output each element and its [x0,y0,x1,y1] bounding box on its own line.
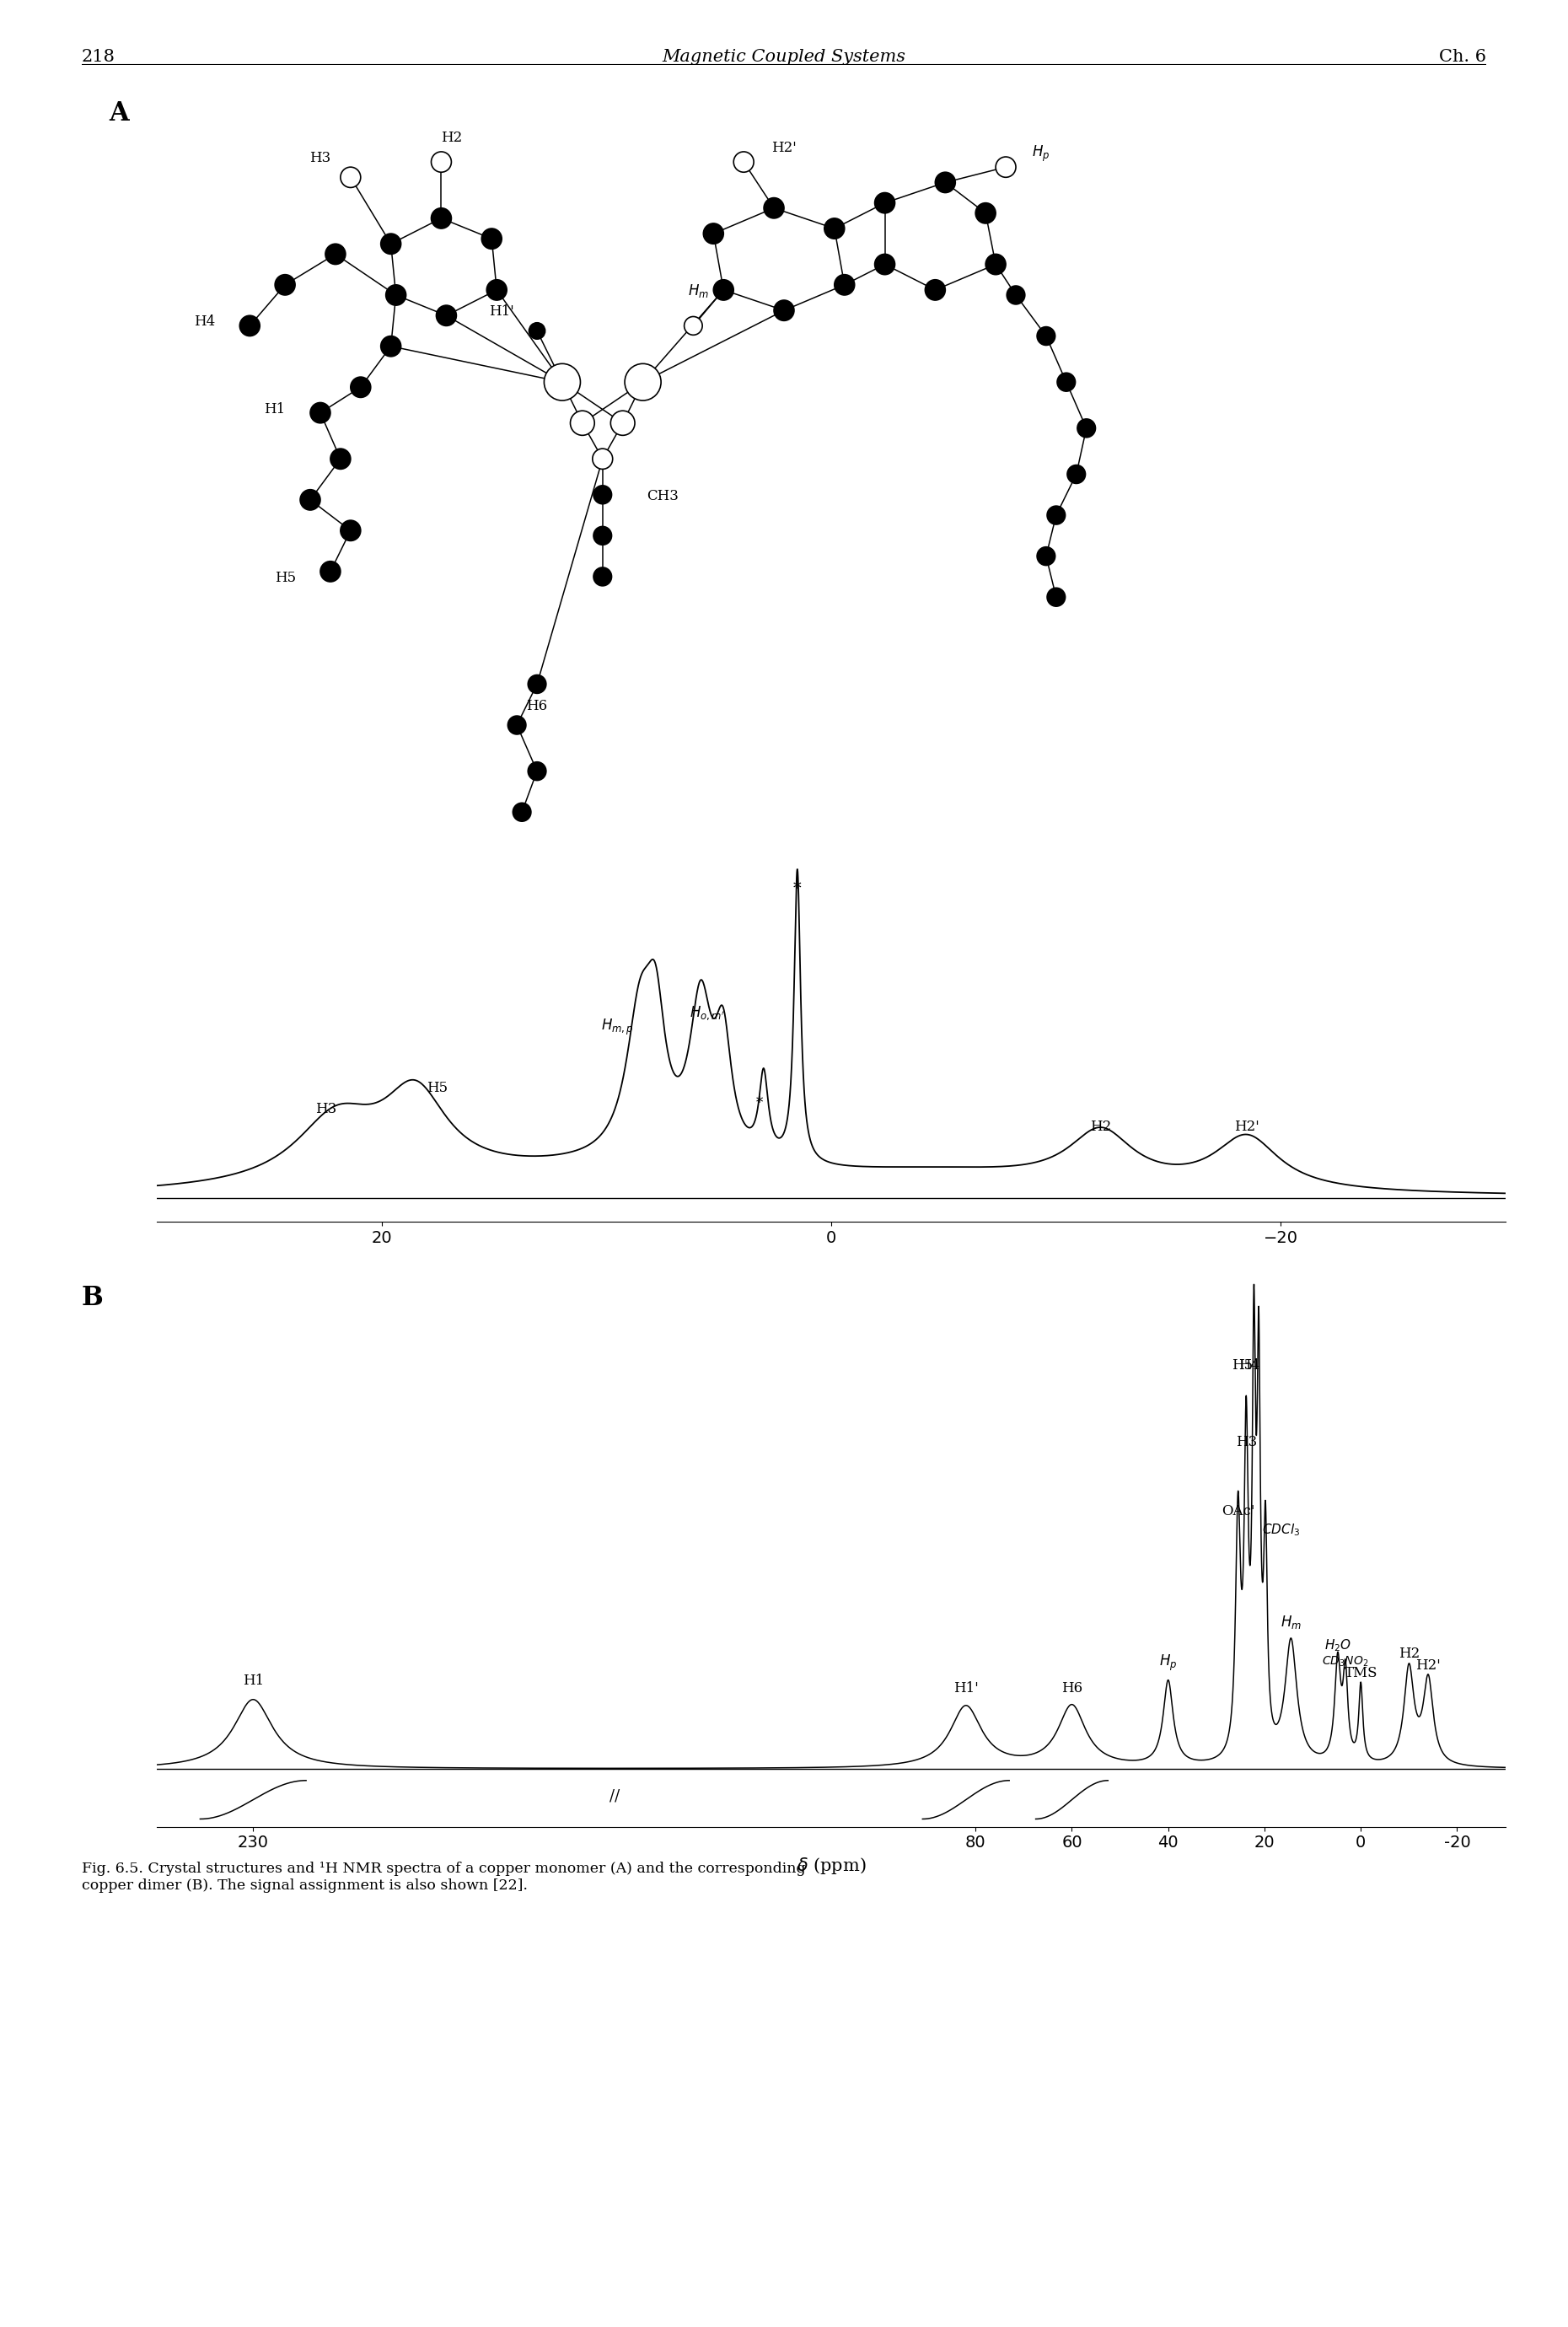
Circle shape [274,275,295,296]
Circle shape [1047,589,1065,607]
Text: Magnetic Coupled Systems: Magnetic Coupled Systems [662,49,906,65]
Circle shape [486,279,506,300]
Circle shape [325,244,345,265]
Circle shape [240,316,260,335]
Text: H4: H4 [1239,1359,1259,1373]
Circle shape [340,168,361,188]
Text: $H_{m,p}$: $H_{m,p}$ [601,1017,633,1038]
Circle shape [593,526,612,545]
Text: H5: H5 [1231,1359,1253,1373]
Circle shape [986,254,1005,275]
Circle shape [1036,547,1055,565]
Text: 218: 218 [82,49,114,65]
Circle shape [386,284,406,305]
Text: H6: H6 [527,698,547,712]
Circle shape [331,449,351,470]
Circle shape [593,449,613,470]
Circle shape [1047,505,1065,524]
Text: H3: H3 [309,151,331,165]
Circle shape [431,207,452,228]
Circle shape [975,202,996,223]
Text: H2: H2 [1399,1648,1419,1661]
Circle shape [996,156,1016,177]
Circle shape [431,151,452,172]
Circle shape [734,151,754,172]
Text: $H_p$: $H_p$ [1159,1652,1178,1673]
Text: H3: H3 [1236,1436,1258,1450]
Text: H2': H2' [771,140,797,156]
Circle shape [1007,286,1025,305]
Circle shape [544,363,580,400]
Text: $H_m$: $H_m$ [688,282,709,300]
Circle shape [1068,465,1085,484]
Circle shape [775,300,793,321]
Text: B: B [82,1285,103,1310]
Circle shape [1077,419,1096,437]
Text: //: // [608,1787,619,1803]
Text: H1: H1 [265,403,285,417]
X-axis label: $\delta$ (ppm): $\delta$ (ppm) [797,1855,866,1876]
Circle shape [684,316,702,335]
Text: Ch. 6: Ch. 6 [1439,49,1486,65]
Circle shape [528,323,546,340]
Text: $H_p$: $H_p$ [1032,144,1051,163]
Circle shape [925,279,946,300]
Circle shape [436,305,456,326]
Text: $CDCl_3$: $CDCl_3$ [1262,1522,1300,1538]
Circle shape [508,717,525,735]
Circle shape [381,335,401,356]
Circle shape [1057,372,1076,391]
Text: H1': H1' [489,305,514,319]
Text: $CD_3NO_2$: $CD_3NO_2$ [1322,1654,1369,1668]
Circle shape [875,254,895,275]
Circle shape [481,228,502,249]
Text: H1': H1' [953,1682,978,1696]
Circle shape [764,198,784,219]
Circle shape [528,761,546,780]
Circle shape [935,172,955,193]
Circle shape [320,561,340,582]
Text: A: A [108,100,129,126]
Circle shape [704,223,723,244]
Circle shape [834,275,855,296]
Circle shape [571,412,594,435]
Text: *: * [793,882,801,896]
Text: H1: H1 [243,1673,263,1687]
Text: H2: H2 [1090,1119,1112,1133]
Text: CH3: CH3 [648,489,679,503]
Circle shape [610,412,635,435]
Text: TMS: TMS [1344,1666,1377,1680]
Text: *: * [756,1096,762,1110]
Circle shape [875,193,895,214]
Text: Fig. 6.5. Crystal structures and ¹H NMR spectra of a copper monomer (A) and the : Fig. 6.5. Crystal structures and ¹H NMR … [82,1862,806,1892]
Circle shape [340,521,361,540]
Text: H2': H2' [1234,1119,1259,1133]
Text: H2': H2' [1416,1659,1441,1673]
Circle shape [593,568,612,586]
Text: H2: H2 [441,130,463,144]
Circle shape [624,363,662,400]
Circle shape [1036,326,1055,344]
Circle shape [351,377,370,398]
Circle shape [299,489,320,510]
Text: H5: H5 [426,1082,448,1096]
Text: $H_{o,m'}$: $H_{o,m'}$ [690,1005,724,1022]
Circle shape [381,233,401,254]
Text: $H_2O$: $H_2O$ [1323,1638,1352,1654]
Circle shape [513,803,532,821]
Circle shape [593,486,612,505]
Text: H5: H5 [274,570,296,584]
Text: H6: H6 [1062,1682,1082,1696]
Circle shape [528,675,546,693]
Circle shape [825,219,845,240]
Circle shape [310,403,331,424]
Text: H3: H3 [315,1101,337,1117]
Text: OAc': OAc' [1221,1503,1254,1520]
Circle shape [713,279,734,300]
Text: H4: H4 [194,314,215,328]
Text: $H_m$: $H_m$ [1281,1613,1301,1631]
